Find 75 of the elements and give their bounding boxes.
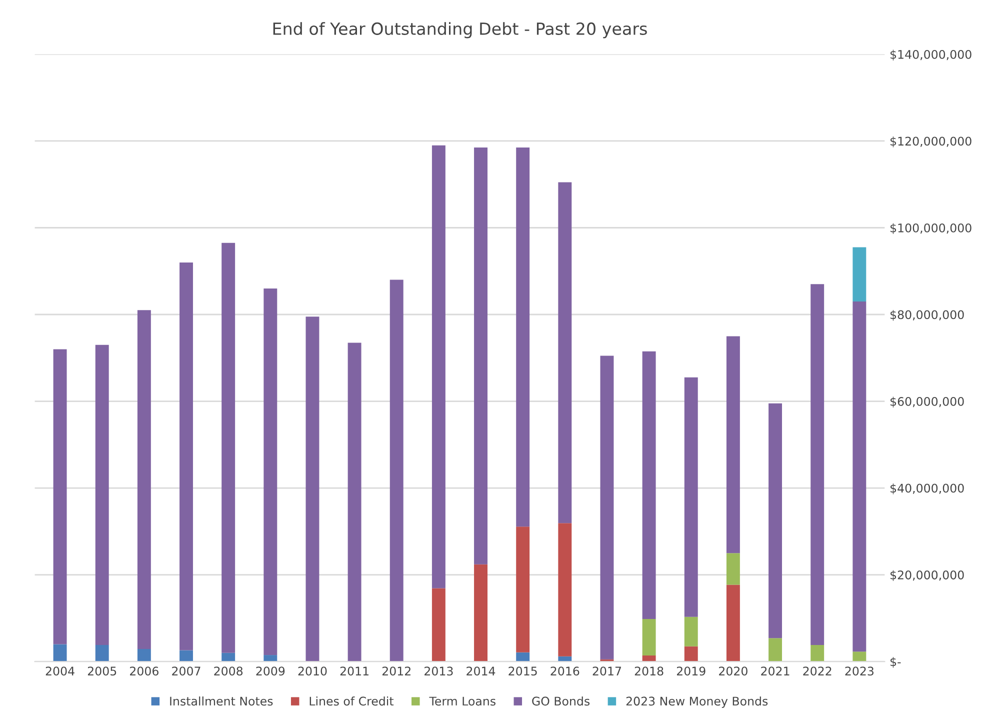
bar bbox=[810, 645, 824, 662]
bar bbox=[684, 646, 698, 662]
x-tick-label: 2021 bbox=[761, 666, 790, 676]
y-tick-label: $140,000,000 bbox=[890, 50, 972, 60]
bar bbox=[852, 301, 866, 652]
x-tick-label: 2013 bbox=[424, 666, 453, 676]
bar bbox=[516, 147, 530, 527]
bar bbox=[558, 182, 572, 524]
bar bbox=[852, 247, 866, 302]
bar bbox=[516, 652, 530, 662]
bar bbox=[306, 316, 320, 662]
bar bbox=[348, 342, 362, 662]
bar bbox=[516, 526, 530, 652]
bar bbox=[768, 403, 782, 638]
bar bbox=[222, 652, 236, 662]
legend-label: 2023 New Money Bonds bbox=[626, 696, 768, 708]
y-tick-label: $80,000,000 bbox=[890, 310, 964, 321]
y-tick-label: $20,000,000 bbox=[890, 570, 964, 582]
x-tick-label: 2006 bbox=[130, 666, 158, 676]
x-tick-label: 2014 bbox=[466, 666, 496, 676]
x-tick-label: 2016 bbox=[550, 666, 580, 676]
y-tick-label: $40,000,000 bbox=[890, 484, 964, 494]
bar bbox=[264, 655, 278, 662]
x-tick-label: 2008 bbox=[214, 666, 243, 676]
x-tick-label: 2018 bbox=[634, 666, 664, 676]
bar bbox=[474, 564, 488, 662]
bar bbox=[95, 645, 109, 662]
legend-label: Installment Notes bbox=[170, 696, 273, 706]
x-tick-label: 2019 bbox=[676, 666, 706, 676]
bar bbox=[558, 523, 572, 656]
x-tick-label: 2015 bbox=[508, 666, 537, 676]
bar bbox=[53, 349, 67, 644]
y-tick-label: $120,000,000 bbox=[890, 136, 972, 148]
x-tick-label: 2020 bbox=[719, 666, 748, 676]
bar bbox=[600, 356, 614, 660]
bar bbox=[684, 616, 698, 646]
bar bbox=[432, 588, 446, 662]
y-tick-label: $60,000,000 bbox=[890, 396, 964, 408]
bar bbox=[642, 351, 656, 620]
x-tick-label: 2009 bbox=[256, 666, 285, 676]
x-tick-label: 2004 bbox=[46, 666, 74, 676]
bar bbox=[642, 619, 656, 656]
x-tick-label: 2011 bbox=[340, 666, 368, 676]
x-tick-label: 2005 bbox=[88, 666, 116, 676]
bar bbox=[852, 652, 866, 662]
bar bbox=[180, 650, 193, 662]
x-tick-label: 2017 bbox=[592, 666, 621, 676]
legend-label: Term Loans bbox=[429, 696, 496, 706]
x-tick-label: 2007 bbox=[172, 666, 200, 676]
bar bbox=[432, 145, 446, 588]
bar bbox=[137, 648, 151, 662]
bar bbox=[684, 377, 698, 617]
bar bbox=[726, 336, 740, 554]
x-tick-label: 2010 bbox=[298, 666, 327, 676]
bar bbox=[222, 242, 236, 653]
legend-label: Lines of Credit bbox=[310, 696, 394, 706]
legend-label: GO Bonds bbox=[532, 696, 590, 706]
bar bbox=[474, 147, 488, 564]
chart-title: End of Year Outstanding Debt - Past 20 years bbox=[273, 22, 647, 38]
x-tick-label: 2012 bbox=[382, 666, 410, 676]
bar bbox=[726, 553, 740, 585]
x-tick-label: 2022 bbox=[803, 666, 832, 676]
bar bbox=[390, 280, 404, 662]
y-tick-label: $100,000,000 bbox=[890, 223, 972, 234]
bar bbox=[726, 584, 740, 662]
y-tick-label: $- bbox=[890, 657, 901, 668]
bar bbox=[137, 310, 151, 649]
bar bbox=[95, 344, 109, 646]
x-tick-label: 2023 bbox=[845, 666, 874, 676]
bar bbox=[53, 644, 67, 662]
bar bbox=[264, 288, 278, 656]
bar bbox=[180, 262, 193, 650]
bar bbox=[642, 655, 656, 662]
bar bbox=[768, 638, 782, 662]
bar bbox=[810, 284, 824, 646]
